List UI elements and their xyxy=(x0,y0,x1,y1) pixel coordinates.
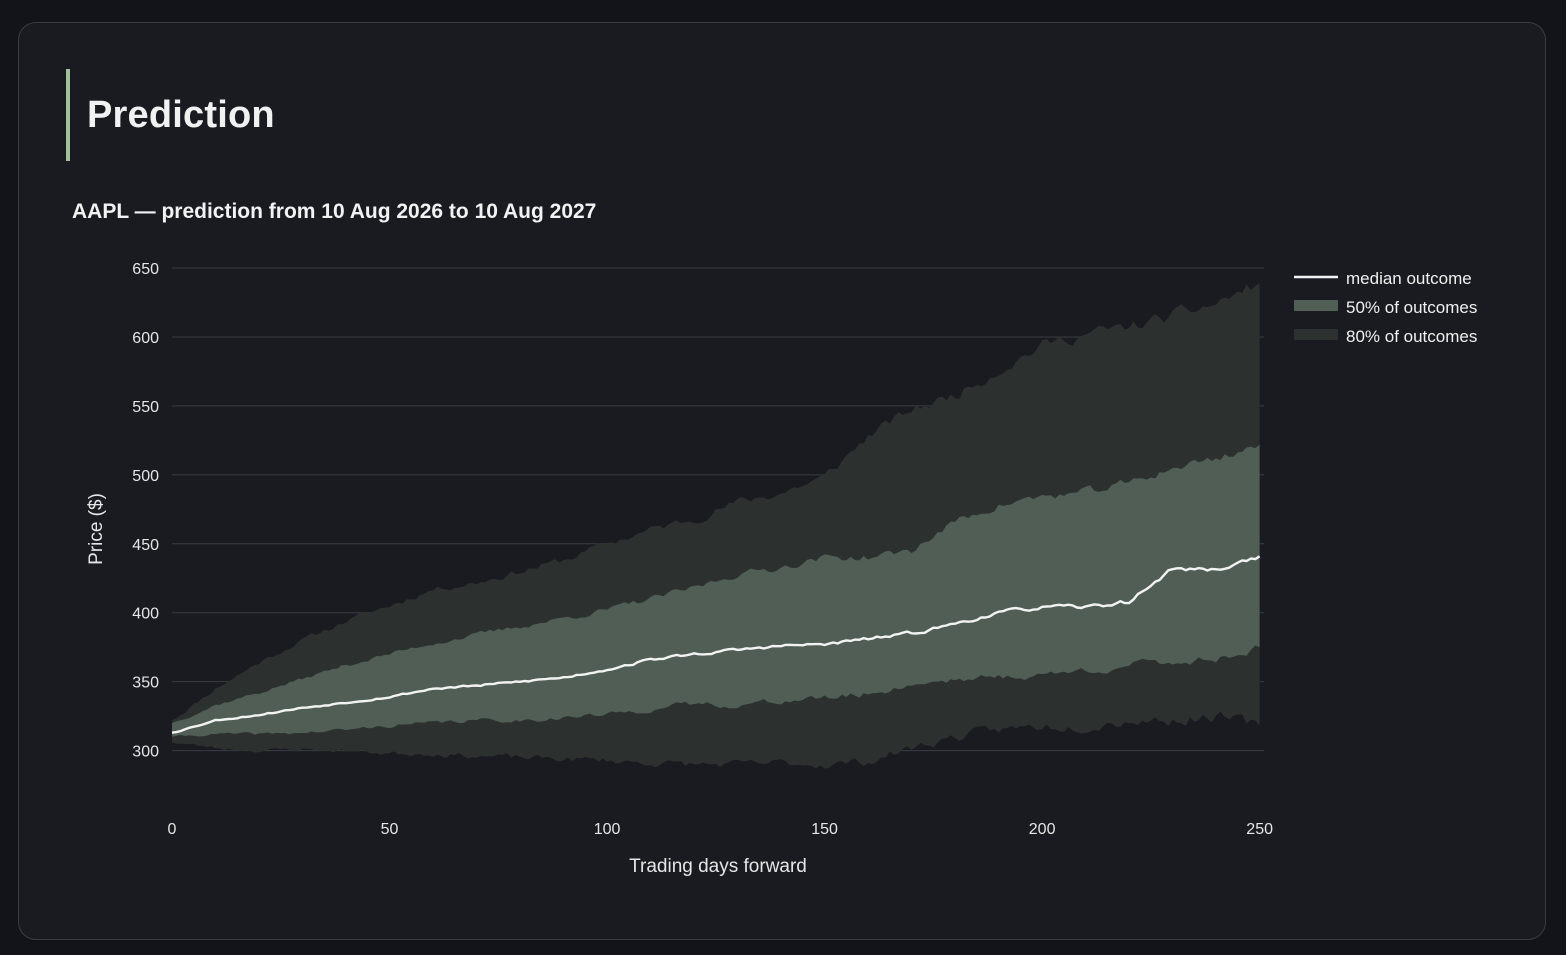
x-axis-label: Trading days forward xyxy=(629,856,807,877)
x-tick-label: 150 xyxy=(811,821,838,838)
legend-swatch xyxy=(1294,329,1338,340)
legend-swatch xyxy=(1294,300,1338,311)
band-50-layer xyxy=(172,444,1260,737)
legend-band-50[interactable]: 50% of outcomes xyxy=(1294,298,1477,317)
section-title: Prediction xyxy=(66,69,275,161)
x-tick-label: 100 xyxy=(594,821,621,838)
median-layer xyxy=(171,555,1261,734)
chart-title: AAPL — prediction from 10 Aug 2026 to 10… xyxy=(72,200,596,223)
y-tick-label: 600 xyxy=(132,330,159,347)
x-tick-label: 0 xyxy=(168,821,177,838)
legend-band-80[interactable]: 80% of outcomes xyxy=(1294,327,1477,346)
legend-label: 80% of outcomes xyxy=(1346,327,1477,346)
median-line xyxy=(171,555,1261,734)
y-tick-label: 400 xyxy=(132,606,159,623)
band-50-area xyxy=(172,444,1260,737)
y-tick-label: 550 xyxy=(132,399,159,416)
legend-median[interactable]: median outcome xyxy=(1294,269,1472,288)
x-tick-labels: 0 50 100 150 200 250 xyxy=(168,821,1274,838)
y-tick-label: 650 xyxy=(132,261,159,278)
y-axis-label: Price ($) xyxy=(86,493,107,565)
legend-label: 50% of outcomes xyxy=(1346,298,1477,317)
legend-label: median outcome xyxy=(1346,269,1472,288)
legend[interactable]: median outcome 50% of outcomes 80% of outc… xyxy=(1294,269,1477,346)
y-tick-label: 450 xyxy=(132,537,159,554)
x-tick-label: 200 xyxy=(1029,821,1056,838)
y-tick-labels: 300 350 400 450 500 550 600 650 xyxy=(132,261,159,761)
y-tick-label: 500 xyxy=(132,468,159,485)
x-tick-label: 50 xyxy=(381,821,399,838)
y-tick-label: 350 xyxy=(132,675,159,692)
y-tick-label: 300 xyxy=(132,744,159,761)
prediction-card: Prediction xyxy=(18,22,1546,940)
x-tick-label: 250 xyxy=(1246,821,1273,838)
